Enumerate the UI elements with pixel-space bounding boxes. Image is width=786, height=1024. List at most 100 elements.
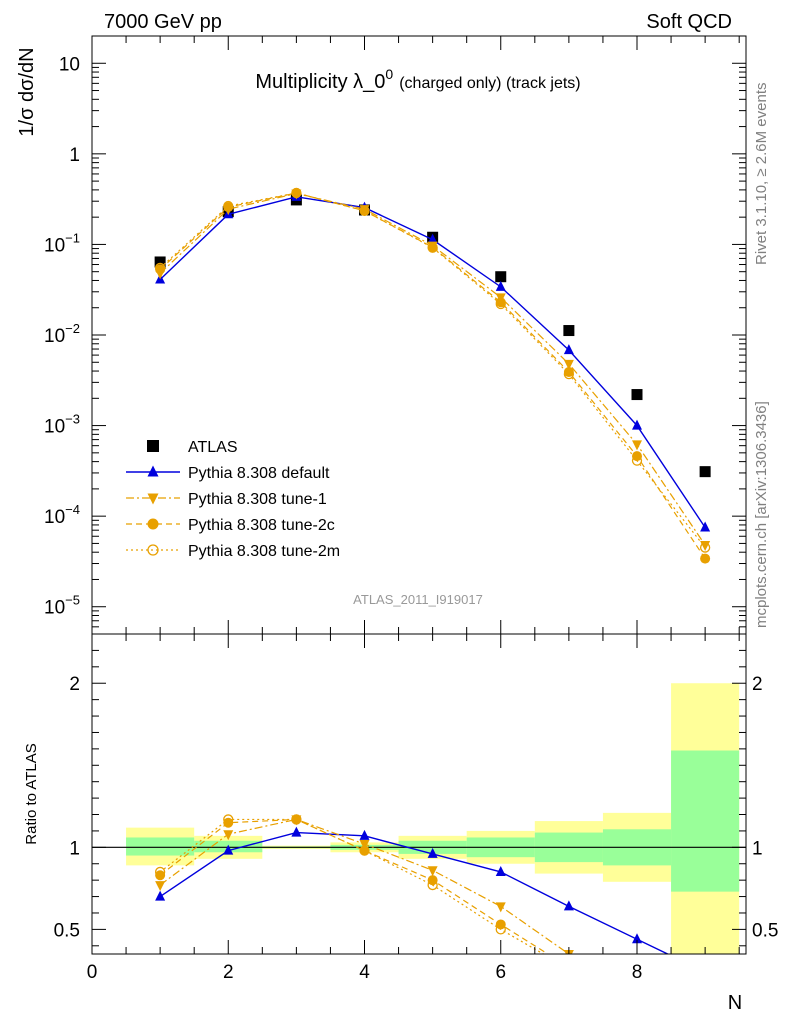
main-point — [563, 325, 575, 337]
x-tick-label: 8 — [632, 962, 643, 983]
band-inner — [671, 750, 740, 892]
main-y-axis-label: 1/σ dσ/dN — [16, 47, 38, 136]
ratio-point — [291, 826, 302, 837]
ratio-y-tick-label: 2 — [69, 674, 80, 695]
main-point — [632, 440, 642, 451]
main-y-tick-label: 10−5 — [44, 593, 80, 619]
ratio-series-3 — [154, 814, 710, 993]
ratio-y-tick-label-right: 2 — [752, 674, 763, 695]
ratio-point — [564, 964, 573, 973]
main-y-tick-label: 10 — [59, 54, 80, 75]
main-point — [495, 271, 507, 283]
ratio-point — [427, 866, 438, 877]
rivet-label: Rivet 3.1.10, ≥ 2.6M events — [753, 83, 770, 266]
category-label: Soft QCD — [646, 11, 732, 33]
main-point — [154, 256, 166, 268]
main-panel: 10 1 10−1 10−2 10−3 10−4 10−5 Multiplicity λ_0… — [16, 35, 747, 635]
main-point — [495, 280, 506, 291]
ratio-frame — [91, 633, 747, 955]
main-point — [563, 344, 574, 355]
x-tick-label: 4 — [359, 962, 370, 983]
legend-entry: Pythia 8.308 tune-2m — [126, 543, 340, 560]
ratio-y-tick-label-right: 1 — [752, 838, 763, 859]
ratio-point — [632, 933, 642, 944]
legend-label: Pythia 8.308 tune-2m — [188, 543, 340, 560]
main-y-tick-label: 1 — [69, 145, 80, 166]
ratio-point — [495, 924, 506, 935]
main-point — [563, 368, 575, 380]
main-point — [563, 367, 574, 378]
energy-label: 7000 GeV pp — [104, 11, 222, 33]
main-point — [699, 542, 711, 553]
main-point — [700, 521, 711, 532]
ratio-point — [701, 984, 710, 993]
band-inner — [126, 837, 195, 856]
main-point — [154, 262, 166, 274]
x-tick-label: 2 — [223, 962, 234, 983]
main-series-line — [159, 192, 706, 548]
ratio-series-line — [159, 818, 545, 954]
x-tick-label: 6 — [495, 962, 506, 983]
ratio-marks — [92, 683, 746, 998]
legend-marker — [147, 544, 159, 556]
main-point — [427, 242, 438, 253]
main-series-4 — [154, 187, 711, 553]
x-tick-label: 0 — [87, 962, 98, 983]
main-point — [291, 187, 302, 199]
ratio-point — [155, 881, 166, 892]
legend-entry: ATLAS — [147, 439, 238, 456]
ratio-y-axis-label: Ratio to ATLAS — [23, 743, 40, 844]
ratio-point — [563, 900, 574, 911]
main-marks — [154, 187, 711, 564]
main-y-tick-label: 10−2 — [44, 321, 80, 347]
legend-entry: Pythia 8.308 tune-1 — [126, 491, 327, 508]
legend-marker — [147, 518, 159, 530]
mcplots-label: mcplots.cern.ch [arXiv:1306.3436] — [753, 401, 770, 628]
ratio-point — [223, 817, 234, 828]
main-y-tick-label: 10−4 — [44, 502, 80, 528]
main-point — [359, 205, 370, 216]
main-point — [700, 553, 711, 564]
ratio-point — [359, 840, 370, 851]
ratio-panel: 0.5 0.5 1 1 2 2 0 2 4 6 8 Ratio to ATLAS N — [23, 633, 778, 1014]
legend-entry: Pythia 8.308 tune-2c — [126, 517, 335, 534]
main-point — [632, 419, 642, 430]
ratio-point — [223, 814, 234, 825]
x-axis-label: N — [728, 992, 742, 1014]
ratio-point — [700, 966, 710, 976]
ratio-point — [223, 844, 234, 855]
main-point — [223, 200, 234, 212]
ratio-point — [564, 962, 574, 972]
ratio-point — [495, 902, 506, 913]
ratio-point — [427, 879, 438, 891]
main-series-line — [159, 192, 706, 559]
main-y-tick-label: 10−3 — [44, 412, 80, 438]
main-ticks: 10 1 10−1 10−2 10−3 10−4 10−5 — [44, 35, 746, 634]
ratio-y-tick-label-right: 0.5 — [752, 920, 778, 941]
main-title: Multiplicity λ_00(charged only) (track j… — [255, 66, 580, 93]
ratio-point — [291, 814, 302, 825]
main-point — [699, 466, 711, 478]
ratio-point — [154, 866, 166, 878]
ratio-point — [291, 814, 302, 825]
ratio-point — [427, 847, 438, 858]
ratio-point — [700, 988, 710, 998]
main-point — [631, 455, 643, 466]
legend: ATLAS Pythia 8.308 default Pythia 8.308 tu… — [126, 439, 340, 560]
legend-entry: Pythia 8.308 default — [126, 465, 330, 482]
legend-label: Pythia 8.308 tune-2c — [188, 517, 335, 534]
ratio-y-tick-label: 0.5 — [54, 920, 80, 941]
legend-marker — [147, 493, 159, 505]
ratio-point — [155, 870, 166, 881]
analysis-id: ATLAS_2011_I919017 — [353, 592, 483, 607]
ratio-series-0 — [155, 826, 710, 976]
ratio-ticks: 0.5 0.5 1 1 2 2 0 2 4 6 8 — [54, 634, 778, 983]
main-point — [427, 242, 438, 253]
legend-marker — [147, 465, 159, 477]
ratio-point — [359, 845, 370, 856]
main-y-tick-label: 10−1 — [44, 230, 80, 256]
legend-label: Pythia 8.308 tune-1 — [188, 491, 327, 508]
main-point — [563, 359, 574, 370]
ratio-point — [155, 890, 166, 901]
